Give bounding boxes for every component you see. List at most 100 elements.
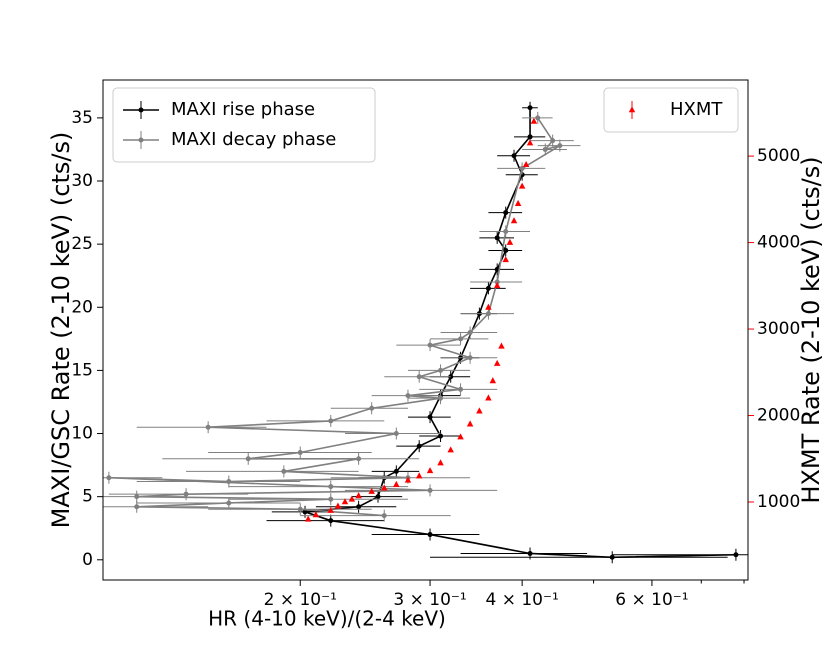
x-tick-label: 4 × 10⁻¹ xyxy=(485,590,558,610)
marker xyxy=(458,386,464,392)
marker xyxy=(522,160,530,168)
marker xyxy=(494,235,500,241)
y-tick-label: 20 xyxy=(71,297,93,317)
marker xyxy=(503,247,509,253)
marker xyxy=(493,359,501,366)
marker xyxy=(530,117,538,124)
marker xyxy=(427,342,433,348)
y2-tick-label: 4000 xyxy=(757,233,800,253)
marker xyxy=(348,495,356,502)
legend-marker xyxy=(138,107,144,113)
marker xyxy=(356,504,362,510)
legend-box xyxy=(603,87,739,133)
marker xyxy=(489,377,497,384)
marker xyxy=(485,303,492,310)
plot-frame xyxy=(102,79,749,581)
marker xyxy=(493,282,501,289)
marker xyxy=(393,468,399,474)
marker xyxy=(518,182,526,189)
y-tick-label: 0 xyxy=(82,550,93,570)
marker xyxy=(375,494,381,500)
marker xyxy=(438,395,444,401)
legend-label: HXMT xyxy=(670,99,723,120)
marker xyxy=(328,518,334,524)
marker xyxy=(506,238,514,245)
legend-box xyxy=(112,87,376,163)
marker xyxy=(535,115,541,121)
marker xyxy=(733,552,739,558)
marker xyxy=(427,487,433,493)
marker xyxy=(498,342,505,349)
marker xyxy=(457,433,464,440)
marker xyxy=(427,532,433,538)
marker xyxy=(183,491,189,497)
marker xyxy=(381,484,388,491)
marker xyxy=(511,153,517,159)
marker xyxy=(393,431,399,437)
marker xyxy=(476,407,483,414)
y-axis-label: MAXI/GSC Rate (2-10 keV) (cts/s) xyxy=(47,132,75,529)
marker xyxy=(297,449,303,455)
marker xyxy=(437,459,444,466)
marker xyxy=(369,405,375,411)
marker xyxy=(427,414,433,420)
marker xyxy=(328,418,334,424)
marker xyxy=(458,336,464,342)
marker xyxy=(447,446,454,453)
marker xyxy=(226,500,232,506)
marker xyxy=(467,355,473,361)
marker xyxy=(526,139,534,146)
marker xyxy=(510,217,518,224)
marker xyxy=(438,433,444,439)
marker xyxy=(341,498,349,505)
y2-tick-label: 5000 xyxy=(757,146,800,166)
x-tick-label: 3 × 10⁻¹ xyxy=(393,590,466,610)
y2-axis-label: HXMT Rate (2-10 keV) (cts/s) xyxy=(797,156,825,503)
y-tick-label: 35 xyxy=(71,108,93,128)
legend-label: MAXI decay phase xyxy=(171,129,336,150)
legend-marker xyxy=(138,137,144,143)
x-tick-label: 2 × 10⁻¹ xyxy=(264,590,337,610)
marker xyxy=(134,504,140,510)
marker xyxy=(416,443,422,449)
marker xyxy=(355,492,362,499)
y-tick-label: 5 xyxy=(82,487,93,507)
marker xyxy=(381,513,387,519)
marker xyxy=(609,554,615,560)
marker xyxy=(312,511,320,518)
y-tick-label: 30 xyxy=(71,171,93,191)
y2-tick-label: 3000 xyxy=(757,319,800,339)
marker xyxy=(226,479,232,485)
marker xyxy=(485,311,491,317)
marker xyxy=(404,476,412,483)
marker xyxy=(485,394,492,401)
marker xyxy=(415,472,423,479)
marker xyxy=(527,134,533,140)
y2-tick-label: 1000 xyxy=(757,492,800,512)
y2-tick-label: 2000 xyxy=(757,406,800,426)
marker xyxy=(334,502,342,509)
marker xyxy=(438,367,444,373)
marker xyxy=(297,506,303,512)
marker xyxy=(426,467,434,474)
series-line xyxy=(108,117,561,517)
legend-marker xyxy=(628,106,636,113)
marker xyxy=(527,105,533,111)
marker xyxy=(245,456,251,462)
marker xyxy=(467,330,473,336)
plot-area xyxy=(103,101,748,564)
marker xyxy=(519,165,525,171)
marker xyxy=(302,509,308,515)
marker xyxy=(393,480,400,487)
marker xyxy=(205,424,211,430)
marker xyxy=(527,550,533,556)
y-tick-label: 10 xyxy=(71,424,93,444)
marker xyxy=(466,420,474,427)
marker xyxy=(416,374,422,380)
marker xyxy=(304,515,312,522)
series-line xyxy=(304,107,736,559)
marker xyxy=(356,456,362,462)
y-tick-label: 25 xyxy=(71,234,93,254)
x-tick-label: 6 × 10⁻¹ xyxy=(615,590,688,610)
